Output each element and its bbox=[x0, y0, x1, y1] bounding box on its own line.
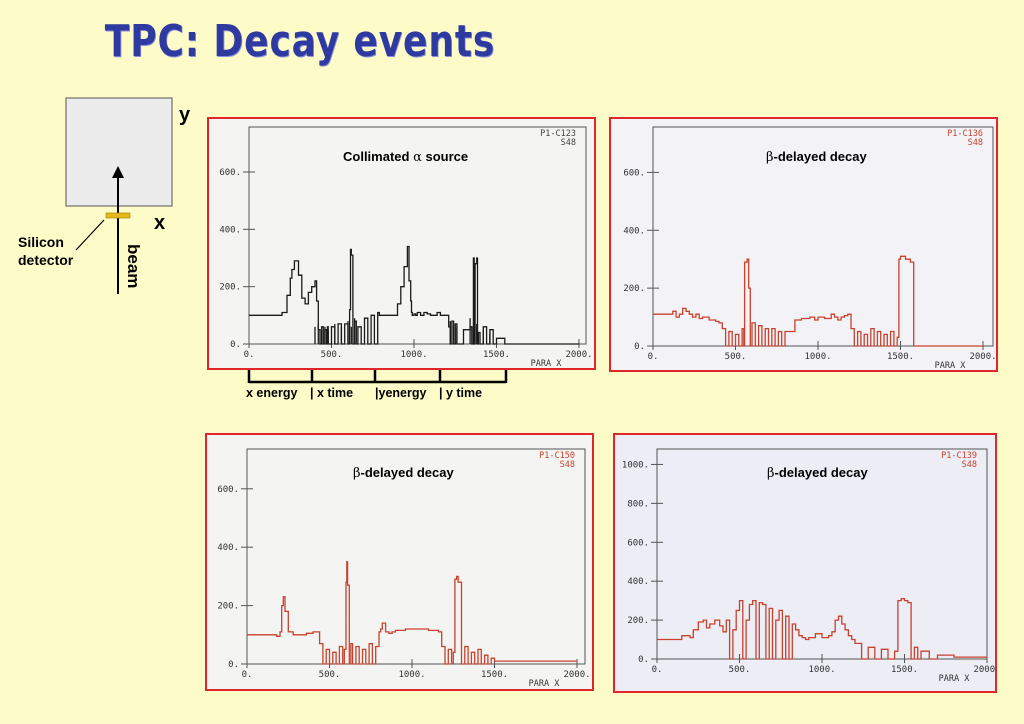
x-tick-label: 500. bbox=[319, 670, 341, 680]
x-axis-label: PARA X bbox=[939, 674, 971, 684]
y-tick-label: 200. bbox=[219, 283, 241, 293]
chart-code-label: P1-C136 bbox=[947, 129, 983, 139]
data-trace bbox=[247, 561, 577, 665]
x-tick-label: 0. bbox=[652, 665, 663, 675]
chart-code-label: S48 bbox=[560, 460, 575, 470]
y-tick-label: 400. bbox=[627, 577, 649, 587]
x-axis-label: PARA X bbox=[529, 679, 561, 689]
x-tick-label: 1000. bbox=[808, 665, 835, 675]
chart-title: β-delayed decay bbox=[766, 149, 867, 165]
y-tick-label: 400. bbox=[623, 226, 645, 236]
y-tick-label: 0. bbox=[228, 660, 239, 670]
chart-beta-2: 0. 200. 400. 600. 0. 500. 1000. 1500. 2000.PARA … bbox=[217, 448, 591, 689]
chart-beta-3: 0. 200. 400. 600. 800. 1000. 0. 500. 1000. 1500. 2… bbox=[622, 448, 995, 684]
y-tick-label: 400. bbox=[219, 225, 241, 235]
chart-code-label: P1-C139 bbox=[941, 451, 977, 461]
silicon-label-line2: detector bbox=[18, 252, 74, 268]
y-tick-label: 600. bbox=[217, 485, 239, 495]
y-tick-label: 600. bbox=[219, 168, 241, 178]
chart-title-suffix: source bbox=[421, 149, 469, 164]
segment-x-energy: x energy bbox=[246, 386, 298, 400]
x-tick-label: 1000. bbox=[400, 350, 427, 360]
chart-code-label: S48 bbox=[968, 138, 983, 148]
chart-code-label: S48 bbox=[561, 138, 576, 148]
beta-symbol: β bbox=[767, 466, 775, 481]
panel-beta-1: 0. 200. 400. 600. 0. 500. 1000. 1500. 2000. PARA … bbox=[609, 117, 998, 372]
y-tick-label: 800. bbox=[627, 499, 649, 509]
segment-bracket bbox=[247, 370, 508, 384]
y-tick-label: 0. bbox=[638, 655, 649, 665]
x-tick-label: 500. bbox=[321, 350, 343, 360]
x-tick-label: 1500. bbox=[887, 352, 914, 362]
y-tick-label: 200. bbox=[627, 616, 649, 626]
silicon-detector-label: Silicon detector bbox=[18, 233, 73, 269]
chart-title-suffix: -delayed decay bbox=[774, 465, 868, 480]
chart-beta-1: 0. 200. 400. 600. 0. 500. 1000. 1500. 2000.PARA … bbox=[623, 126, 996, 370]
panel-beta-2: 0. 200. 400. 600. 0. 500. 1000. 1500. 2000. PARA … bbox=[205, 433, 594, 691]
y-tick-label: 0. bbox=[634, 342, 645, 352]
plot-frame bbox=[652, 126, 994, 347]
x-tick-label: 0. bbox=[244, 350, 255, 360]
slide-title: TPC: Decay events bbox=[104, 16, 496, 67]
segment-y-energy: |yenergy bbox=[375, 386, 427, 400]
x-tick-label: 2000. bbox=[565, 350, 592, 360]
y-tick-label: 200. bbox=[217, 602, 239, 612]
x-tick-label: 1500. bbox=[483, 350, 510, 360]
beam-arrow-head bbox=[112, 166, 124, 178]
detector-pointer-line bbox=[75, 219, 105, 251]
chart-code-label: S48 bbox=[962, 460, 977, 470]
y-tick-label: 400. bbox=[217, 543, 239, 553]
chart-title-suffix: -delayed decay bbox=[773, 149, 867, 164]
beta-symbol: β bbox=[766, 150, 774, 165]
x-tick-label: 2000. bbox=[563, 670, 590, 680]
y-tick-label: 0. bbox=[230, 340, 241, 350]
y-tick-label: 1000. bbox=[622, 460, 649, 470]
x-axis-label: PARA X bbox=[935, 361, 967, 370]
x-tick-label: 1500. bbox=[891, 665, 918, 675]
x-tick-label: 500. bbox=[729, 665, 751, 675]
detector-diagram bbox=[65, 97, 173, 294]
y-tick-label: 600. bbox=[623, 168, 645, 178]
x-tick-label: 1000. bbox=[398, 670, 425, 680]
segment-x-time: | x time bbox=[310, 386, 354, 400]
panel-beta-3: 0. 200. 400. 600. 800. 1000. 0. 500. 1000. 1500. 2… bbox=[613, 433, 997, 693]
chart-code-label: P1-C123 bbox=[540, 129, 576, 139]
chart-collimated-alpha: 0. 200. 400. 600. 0. 500. 1000. 1500. 2000.PARA … bbox=[219, 126, 593, 368]
x-axis-label: PARA X bbox=[531, 359, 563, 368]
silicon-detector-strip bbox=[105, 212, 131, 219]
x-tick-label: 500. bbox=[725, 352, 747, 362]
plot-frame bbox=[248, 126, 587, 345]
x-tick-label: 0. bbox=[242, 670, 253, 680]
panel-collimated-alpha: 0. 200. 400. 600. 0. 500. 1000. 1500. 2000. PARA … bbox=[207, 117, 596, 370]
x-tick-label: 2000. bbox=[969, 352, 996, 362]
chart-code-label: P1-C150 bbox=[539, 451, 575, 461]
chart-title: β-delayed decay bbox=[353, 465, 454, 481]
y-tick-label: 600. bbox=[627, 538, 649, 548]
data-trace bbox=[653, 255, 983, 347]
chart-title: β-delayed decay bbox=[767, 465, 868, 481]
x-tick-label: 1000. bbox=[804, 352, 831, 362]
chart-title: Collimated α source bbox=[343, 149, 468, 165]
segment-y-time: | y time bbox=[439, 386, 483, 400]
chart-title-prefix: Collimated bbox=[343, 149, 414, 164]
chart-title-suffix: -delayed decay bbox=[360, 465, 454, 480]
silicon-label-line1: Silicon bbox=[18, 234, 64, 250]
alpha-symbol: α bbox=[413, 150, 422, 165]
beta-symbol: β bbox=[353, 466, 361, 481]
x-axis-label: x bbox=[154, 212, 166, 234]
y-axis-label: y bbox=[179, 104, 191, 126]
plot-frame bbox=[246, 448, 586, 665]
beam-label: beam bbox=[124, 244, 143, 289]
x-tick-label: 0. bbox=[648, 352, 659, 362]
data-trace bbox=[657, 598, 987, 660]
data-trace bbox=[249, 245, 579, 345]
x-tick-label: 2000. bbox=[973, 665, 995, 675]
x-tick-label: 1500. bbox=[481, 670, 508, 680]
y-tick-label: 200. bbox=[623, 284, 645, 294]
